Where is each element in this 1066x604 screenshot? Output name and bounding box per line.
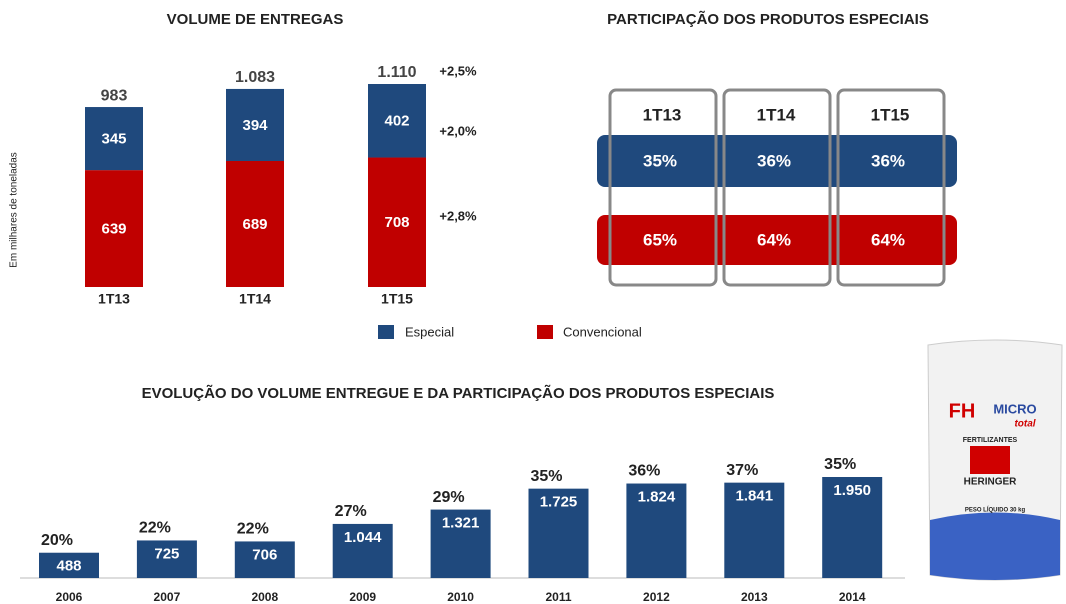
chart-title: VOLUME DE ENTREGAS [167,11,344,28]
data-label: 706 [252,546,277,563]
bar [332,523,393,578]
bar [822,477,883,578]
row-band [597,215,957,265]
row-band [597,135,957,187]
x-tick-label: 2008 [251,590,278,604]
share-label: 27% [335,503,367,520]
bar [626,483,687,578]
data-label: 1.824 [638,488,676,505]
bar [528,488,589,578]
share-label: 20% [41,532,73,549]
bar-segment [368,84,426,158]
x-tick-label: 2009 [349,590,376,604]
data-label: 639 [101,221,126,238]
column-header: 1T15 [871,105,910,124]
data-label: 345 [101,131,126,148]
share-label: 22% [237,521,269,538]
total-label: 1.083 [235,69,275,86]
share-label: 36% [628,463,660,480]
annotation: +2,0% [439,123,477,138]
x-tick-label: 2011 [545,590,571,604]
y-axis-label: Em milhares de toneladas [9,152,20,268]
column-frame [608,88,718,287]
bar-segment [85,107,143,171]
share-label: 37% [726,462,758,479]
data-label: 1.725 [540,494,578,511]
x-tick-label: 2010 [447,590,474,604]
column-header: 1T13 [643,105,682,124]
weight: PESO LÍQUIDO 30 kg [965,506,1026,514]
maker: HERINGER [964,477,1018,488]
data-label: 488 [56,558,81,575]
column-frame [722,88,832,287]
bag-bottom [930,512,1060,580]
maker-logo [970,446,1010,474]
annotation: +2,8% [439,208,477,223]
data-label: 1.321 [442,515,480,532]
x-tick-label: 1T13 [98,291,130,307]
data-label: 1.841 [736,488,774,505]
legend-swatch [537,325,553,339]
bar-segment [368,157,426,287]
brand: MICRO [993,401,1036,416]
bar [724,482,785,578]
bar [39,552,99,578]
share-label: 35% [824,456,856,473]
column-frame [836,88,946,287]
share-label: 36% [871,151,905,170]
share-label: 64% [871,230,905,249]
data-label: 402 [384,113,409,130]
x-tick-label: 1T14 [239,291,271,307]
legend-label: Convencional [563,324,642,339]
share-label: 64% [757,230,791,249]
x-tick-label: 2014 [839,590,866,604]
x-tick-label: 2006 [56,590,83,604]
share-label: 29% [433,489,465,506]
chart-title: PARTICIPAÇÃO DOS PRODUTOS ESPECIAIS [607,10,929,28]
logo: FH [949,400,976,422]
x-tick-label: 2007 [154,590,181,604]
data-label: 1.950 [833,482,871,499]
annotation: +2,5% [439,63,477,78]
total-label: 1.110 [377,64,416,81]
share-label: 35% [643,151,677,170]
column-header: 1T14 [757,105,796,124]
data-label: 689 [242,216,267,233]
x-tick-label: 1T15 [381,291,413,307]
share-label: 22% [139,520,171,537]
bar [430,509,491,578]
bar-segment [85,170,143,287]
legend-swatch [378,325,394,339]
data-label: 725 [154,545,179,562]
total-label: 983 [101,87,128,104]
x-tick-label: 2012 [643,590,670,604]
category: FERTILIZANTES [963,437,1018,444]
chart-title: EVOLUÇÃO DO VOLUME ENTREGUE E DA PARTICI… [142,384,775,402]
data-label: 1.044 [344,529,382,546]
brand-sub: total [1014,419,1035,430]
share-label: 35% [530,468,562,485]
bar [234,541,295,578]
share-label: 65% [643,230,677,249]
legend-label: Especial [405,324,454,339]
x-tick-label: 2013 [741,590,768,604]
share-label: 36% [757,151,791,170]
bar-segment [226,160,284,287]
data-label: 708 [384,214,409,231]
data-label: 394 [242,117,268,134]
product-image: FH MICRO total FERTILIZANTES HERINGER PE… [927,339,1063,581]
bar [136,540,197,578]
bar-segment [226,88,284,161]
